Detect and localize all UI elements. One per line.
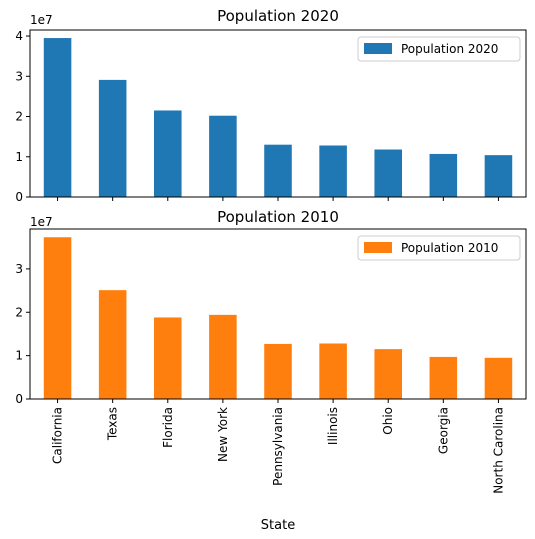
bars-2010 (43, 237, 513, 399)
x-tick-label: Pennsylvania (271, 407, 285, 486)
bar-florida (154, 110, 182, 197)
bar-new-york (209, 314, 237, 399)
y-tick-label: 1 (15, 150, 23, 164)
x-ticks-2020 (57, 197, 499, 201)
chart-title-2020: Population 2020 (217, 7, 339, 25)
subplot-population-2010: Population 2010 1e7 0 1 2 3 California Texas… (15, 208, 527, 533)
chart-title-2010: Population 2010 (217, 208, 339, 226)
legend-2010: Population 2010 (357, 235, 521, 261)
bar-pennsylvania (264, 343, 292, 399)
legend-box-2010 (357, 235, 521, 261)
bar-california (43, 237, 72, 399)
x-axis-label: State (261, 518, 295, 533)
x-tick-label: New York (216, 407, 230, 462)
bar-new-york (209, 115, 237, 197)
legend-swatch-2020 (364, 43, 392, 54)
y-tick-label: 0 (15, 392, 23, 406)
bar-texas (98, 79, 127, 197)
y-axis-2020: 0 1 2 3 4 (15, 29, 30, 204)
x-ticks-2010: California Texas Florida New York Pennsylvan… (51, 399, 505, 494)
plot-frame-2020 (29, 29, 527, 198)
legend-label-2020: Population 2020 (401, 42, 498, 56)
y-tick-label: 2 (15, 110, 23, 124)
legend-label-2010: Population 2010 (401, 241, 498, 255)
bar-ohio (374, 149, 402, 197)
bar-pennsylvania (264, 144, 292, 197)
bar-georgia (429, 153, 458, 197)
bar-north-carolina (484, 155, 513, 197)
legend-box-2020 (357, 36, 521, 62)
bar-texas (98, 290, 127, 399)
legend-2020: Population 2020 (357, 36, 521, 62)
y-axis-2010: 0 1 2 3 (15, 262, 30, 406)
y-tick-label: 2 (15, 305, 23, 319)
x-tick-label: Illinois (326, 407, 340, 445)
x-tick-label: Florida (161, 407, 175, 448)
x-tick-label: California (51, 407, 65, 464)
x-tick-label: Texas (106, 407, 120, 441)
bar-california (43, 38, 72, 198)
y-tick-label: 3 (15, 69, 23, 83)
x-tick-label: Georgia (436, 407, 450, 454)
bar-florida (154, 317, 182, 399)
x-tick-label: Ohio (381, 407, 395, 435)
y-multiplier-2020: 1e7 (30, 13, 53, 27)
plot-frame-2010 (29, 228, 527, 400)
y-tick-label: 3 (15, 262, 23, 276)
y-multiplier-2010: 1e7 (30, 215, 53, 229)
subplot-population-2020: Population 2020 1e7 0 1 2 3 4 Population 202… (15, 7, 527, 204)
x-tick-label: North Carolina (491, 407, 505, 494)
bar-north-carolina (484, 357, 513, 399)
bars-2020 (43, 38, 513, 198)
y-tick-label: 0 (15, 190, 23, 204)
legend-swatch-2010 (364, 242, 392, 253)
y-tick-label: 1 (15, 349, 23, 363)
y-tick-label: 4 (15, 29, 23, 43)
bar-ohio (374, 349, 402, 399)
bar-illinois (319, 343, 347, 399)
bar-georgia (429, 356, 458, 399)
bar-illinois (319, 145, 347, 197)
